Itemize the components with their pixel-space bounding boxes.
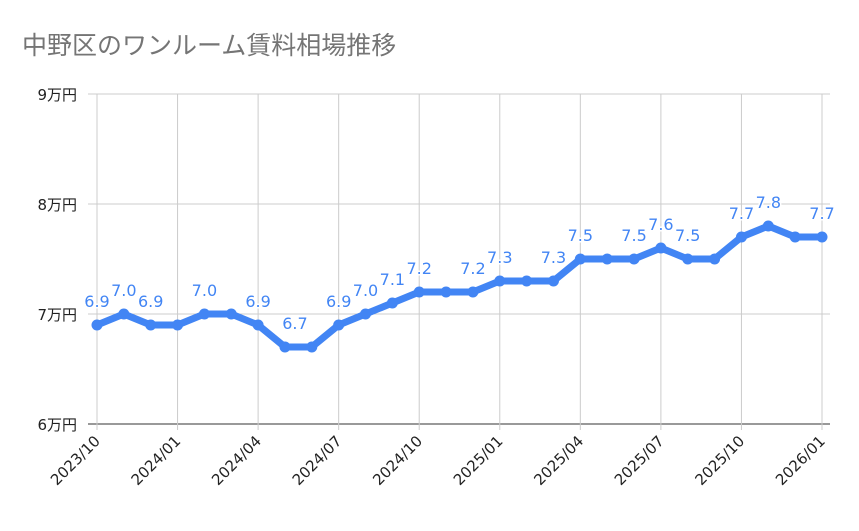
data-point xyxy=(789,231,801,243)
data-label: 7.0 xyxy=(192,281,217,300)
y-tick-label: 8万円 xyxy=(37,196,77,214)
data-label: 7.5 xyxy=(621,226,646,245)
data-label: 7.3 xyxy=(487,248,512,267)
x-tick-label: 2024/01 xyxy=(128,432,185,489)
data-point xyxy=(521,275,533,287)
data-label: 7.7 xyxy=(809,204,834,223)
data-label: 7.5 xyxy=(568,226,593,245)
data-point xyxy=(601,253,613,265)
data-label: 7.5 xyxy=(675,226,700,245)
data-label: 7.8 xyxy=(756,193,781,212)
data-point xyxy=(360,308,372,320)
data-point xyxy=(306,341,318,353)
data-point xyxy=(198,308,210,320)
data-point xyxy=(91,319,103,331)
y-tick-label: 6万円 xyxy=(37,416,77,434)
data-point xyxy=(440,286,452,298)
data-label: 6.7 xyxy=(282,314,307,333)
data-point xyxy=(118,308,130,320)
data-point xyxy=(574,253,586,265)
y-tick-label: 7万円 xyxy=(37,306,77,324)
x-tick-label: 2025/01 xyxy=(450,432,507,489)
x-tick-label: 2025/07 xyxy=(611,432,668,489)
data-label: 6.9 xyxy=(84,292,109,311)
series-line xyxy=(93,222,826,351)
data-point xyxy=(735,231,747,243)
data-label: 6.9 xyxy=(138,292,163,311)
data-point xyxy=(816,231,828,243)
x-tick-label: 2025/10 xyxy=(691,432,748,489)
data-point xyxy=(467,286,479,298)
data-label: 7.1 xyxy=(380,270,405,289)
data-label: 7.6 xyxy=(648,215,673,234)
data-point xyxy=(494,275,506,287)
data-point xyxy=(172,319,184,331)
data-point xyxy=(333,319,345,331)
data-point xyxy=(279,341,291,353)
data-point xyxy=(413,286,425,298)
x-tick-label: 2023/10 xyxy=(47,432,104,489)
data-point xyxy=(252,319,264,331)
x-tick-label: 2024/04 xyxy=(208,432,265,489)
data-point xyxy=(655,242,667,254)
data-point xyxy=(709,253,721,265)
data-label: 7.0 xyxy=(111,281,136,300)
x-tick-label: 2026/01 xyxy=(772,432,829,489)
data-label: 7.3 xyxy=(541,248,566,267)
data-label: 7.7 xyxy=(729,204,754,223)
data-point xyxy=(386,297,398,309)
x-tick-label: 2025/04 xyxy=(530,432,587,489)
data-point xyxy=(547,275,559,287)
x-tick-label: 2024/07 xyxy=(289,432,346,489)
data-label: 7.2 xyxy=(460,259,485,278)
data-point xyxy=(225,308,237,320)
data-point xyxy=(628,253,640,265)
data-point xyxy=(145,319,157,331)
data-label: 6.9 xyxy=(245,292,270,311)
data-label: 6.9 xyxy=(326,292,351,311)
chart-title: 中野区のワンルーム賃料相場推移 xyxy=(22,31,397,60)
data-label: 7.2 xyxy=(406,259,431,278)
y-tick-label: 9万円 xyxy=(37,86,77,104)
x-tick-label: 2024/10 xyxy=(369,432,426,489)
data-label: 7.0 xyxy=(353,281,378,300)
data-point xyxy=(682,253,694,265)
data-point xyxy=(762,220,774,232)
